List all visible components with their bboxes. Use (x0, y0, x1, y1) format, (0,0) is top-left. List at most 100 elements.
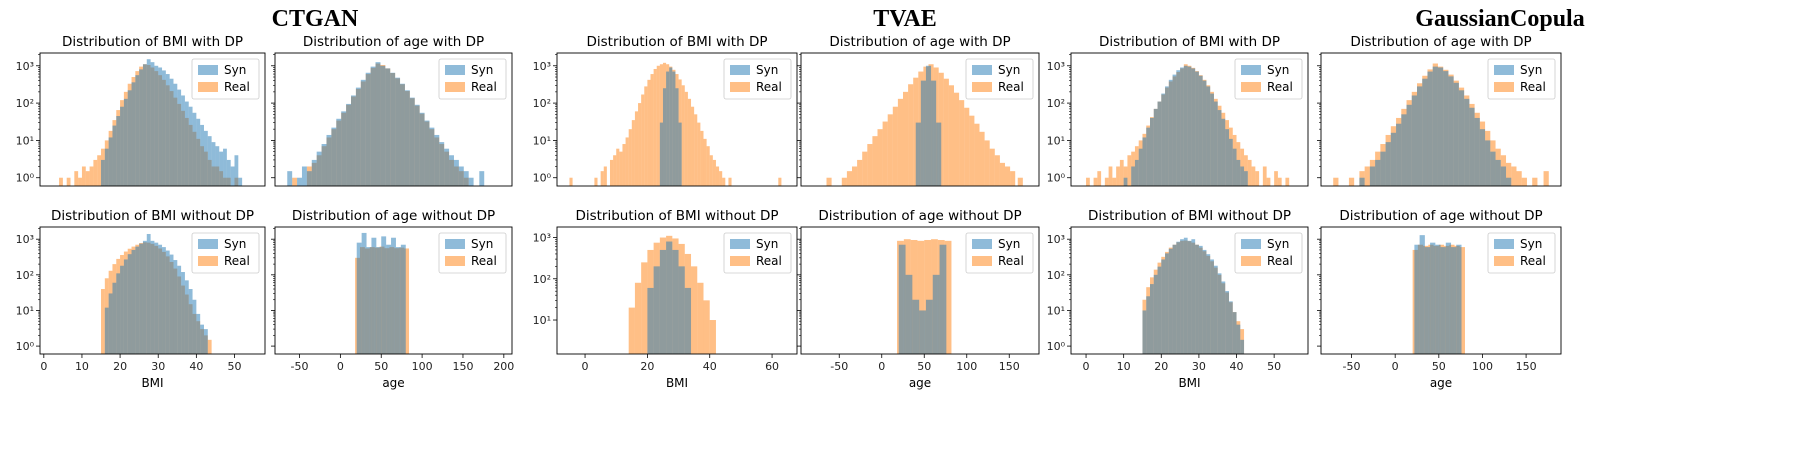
real-bar (634, 282, 642, 354)
syn-bar (1187, 240, 1192, 354)
syn-bar (662, 88, 667, 186)
y-tick-label: 10⁰ (16, 340, 35, 353)
syn-bar (287, 171, 293, 186)
real-bar (628, 129, 632, 186)
real-bar (1086, 177, 1090, 186)
panel-8: Distribution of age without DP -50 0 50 100 1… (797, 208, 1040, 390)
syn-bar (1172, 244, 1177, 354)
legend-swatch-real (198, 256, 218, 266)
syn-bar (371, 237, 377, 354)
syn-bar (1419, 235, 1425, 354)
syn-bar (203, 329, 208, 354)
legend-swatch-syn (1494, 65, 1514, 75)
real-bar (600, 171, 604, 186)
legend-swatch-syn (445, 239, 465, 249)
real-bar (641, 94, 645, 186)
syn-bar (915, 122, 921, 186)
syn-bar (1157, 266, 1162, 354)
syn-bar (1206, 86, 1211, 186)
syn-bar (672, 249, 679, 354)
syn-bar (355, 87, 361, 186)
syn-bar (375, 62, 381, 186)
syn-bar (184, 101, 189, 186)
panel-6: Distribution of age with DP Syn Real (797, 34, 1040, 187)
legend-label-syn: Syn (756, 63, 778, 77)
axes-frame (556, 226, 798, 355)
syn-bar (1396, 123, 1402, 186)
x-tick-label: 150 (452, 360, 473, 373)
real-bar (66, 177, 71, 186)
syn-bar (1176, 241, 1181, 354)
syn-bar (158, 67, 163, 186)
real-bar (1244, 155, 1248, 186)
syn-bar (1221, 281, 1226, 354)
panel-title: Distribution of age with DP (1350, 34, 1531, 50)
real-bar (691, 266, 698, 354)
syn-bar (419, 112, 425, 186)
real-bar (989, 148, 995, 186)
real-bar (207, 339, 212, 354)
real-bar (681, 85, 685, 186)
syn-bar (1210, 93, 1214, 186)
legend-label-real: Real (1267, 254, 1293, 268)
x-axis-label: BMI (141, 376, 163, 390)
real-bar (917, 240, 925, 354)
syn-bar (1240, 166, 1245, 186)
syn-bar (1202, 249, 1207, 354)
real-bar (1247, 159, 1252, 186)
axes-frame (39, 226, 266, 355)
real-bar (1516, 171, 1522, 186)
syn-bar (297, 177, 302, 186)
real-bar (882, 121, 888, 186)
syn-bar (112, 282, 117, 354)
syn-bar (158, 244, 163, 354)
syn-bar (1435, 244, 1441, 354)
real-bar (616, 148, 620, 186)
syn-bar (1369, 166, 1376, 186)
syn-bar (365, 72, 371, 186)
legend-label-real: Real (1267, 80, 1293, 94)
syn-bar (1146, 296, 1150, 354)
real-bar (728, 177, 732, 186)
syn-bar (1138, 148, 1143, 186)
real-bar (631, 120, 635, 186)
panel-title: Distribution of age with DP (829, 34, 1010, 50)
syn-bar (1210, 259, 1214, 354)
syn-bar (200, 324, 204, 354)
panel-title: Distribution of age without DP (1339, 208, 1542, 224)
y-tick-label: 10² (16, 97, 34, 110)
real-bar (650, 74, 654, 186)
legend-swatch-syn (198, 65, 218, 75)
group-title-gaussiancopula: GaussianCopula (1415, 6, 1584, 32)
y-tick-label: 10³ (1047, 60, 1065, 73)
syn-bar (653, 266, 660, 354)
syn-bar (1432, 66, 1438, 186)
syn-bar (468, 177, 474, 186)
syn-bar (380, 65, 386, 186)
x-tick-label: 40 (703, 360, 717, 373)
syn-bar (101, 159, 105, 186)
x-tick-label: 10 (1117, 360, 1131, 373)
syn-bar (395, 77, 401, 186)
legend-label-real: Real (756, 254, 782, 268)
syn-bar (1451, 247, 1457, 354)
real-bar (694, 114, 698, 186)
syn-bar (1456, 244, 1462, 354)
legend-label-syn: Syn (756, 237, 778, 251)
legend-swatch-real (1241, 256, 1261, 266)
syn-bar (123, 98, 128, 186)
real-bar (778, 177, 782, 186)
syn-bar (177, 89, 182, 186)
syn-bar (1176, 70, 1181, 186)
syn-bar (135, 75, 140, 186)
syn-bar (1150, 284, 1154, 354)
real-bar (647, 79, 651, 186)
syn-bar (1187, 66, 1192, 186)
syn-bar (219, 151, 224, 186)
syn-bar (1424, 247, 1431, 354)
syn-bar (647, 287, 654, 354)
syn-bar (1417, 86, 1423, 186)
syn-bar (169, 78, 174, 186)
legend-label-real: Real (998, 254, 1024, 268)
